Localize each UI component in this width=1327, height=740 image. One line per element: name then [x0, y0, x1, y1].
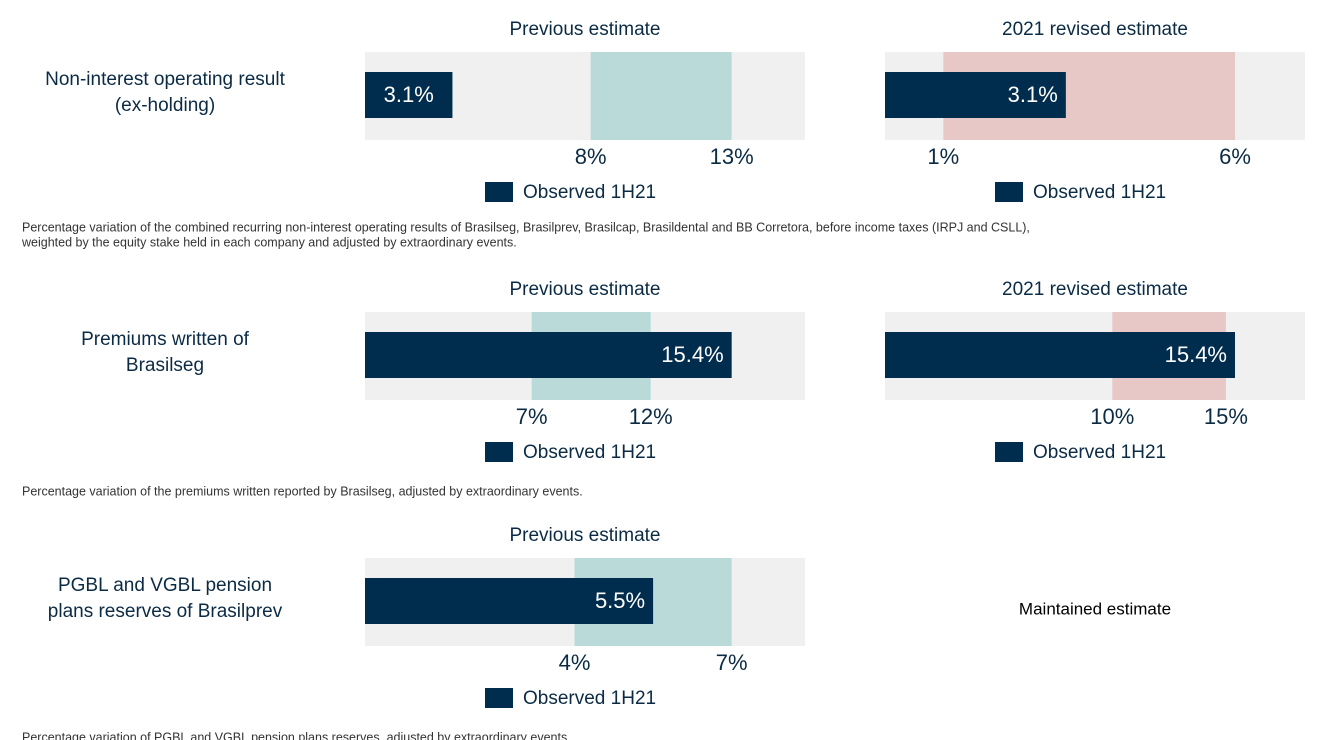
row-label: Non-interest operating result [45, 69, 285, 90]
range-low-label: 7% [516, 404, 548, 429]
observed-bar [885, 332, 1235, 378]
legend-label: Observed 1H21 [523, 442, 656, 463]
observed-bar [365, 72, 453, 118]
legend-swatch [995, 182, 1023, 202]
range-high-label: 6% [1219, 144, 1251, 169]
observed-label: 15.4% [1165, 342, 1227, 367]
range-high-label: 12% [629, 404, 673, 429]
range-low-label: 4% [559, 650, 591, 675]
row-label: PGBL and VGBL pension [58, 575, 272, 596]
row-label: Brasilseg [126, 355, 204, 376]
estimate-range [590, 52, 732, 140]
panel-title: Previous estimate [509, 525, 660, 546]
observed-label: 3.1% [384, 82, 434, 107]
panel-title: 2021 revised estimate [1002, 279, 1188, 300]
panel-title: Previous estimate [509, 279, 660, 300]
footnote: weighted by the equity stake held in eac… [21, 235, 517, 249]
legend-swatch [995, 442, 1023, 462]
observed-bar [885, 72, 1066, 118]
range-low-label: 8% [575, 144, 607, 169]
footnote: Percentage variation of the combined rec… [22, 220, 1030, 234]
panel-title: Previous estimate [509, 19, 660, 40]
maintained-note: Maintained estimate [1019, 599, 1171, 618]
range-high-label: 7% [716, 650, 748, 675]
observed-label: 5.5% [595, 588, 645, 613]
observed-label: 3.1% [1008, 82, 1058, 107]
legend-swatch [485, 688, 513, 708]
legend-swatch [485, 182, 513, 202]
range-high-label: 13% [710, 144, 754, 169]
legend-label: Observed 1H21 [1033, 442, 1166, 463]
legend-swatch [485, 442, 513, 462]
legend-label: Observed 1H21 [523, 182, 656, 203]
legend-label: Observed 1H21 [523, 688, 656, 709]
row-label: plans reserves of Brasilprev [48, 601, 283, 622]
row-label: (ex-holding) [115, 95, 215, 116]
footnote: Percentage variation of the premiums wri… [22, 484, 583, 498]
observed-bar [365, 578, 654, 624]
range-low-label: 1% [927, 144, 959, 169]
observed-label: 15.4% [661, 342, 723, 367]
panel-title: 2021 revised estimate [1002, 19, 1188, 40]
footnote: Percentage variation of PGBL and VGBL pe… [22, 730, 571, 740]
observed-bar [365, 332, 732, 378]
legend-label: Observed 1H21 [1033, 182, 1166, 203]
range-high-label: 15% [1204, 404, 1248, 429]
row-label: Premiums written of [81, 329, 250, 350]
range-low-label: 10% [1090, 404, 1134, 429]
